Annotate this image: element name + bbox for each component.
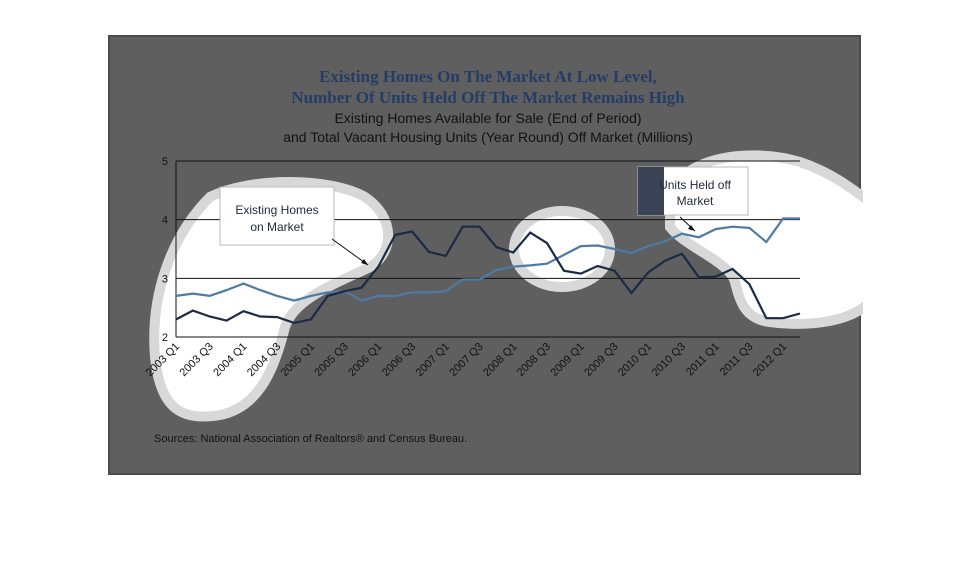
y-tick-label: 3 (162, 273, 168, 285)
y-axis-ticks: 2 3 4 5 (162, 156, 168, 344)
series-line-units-held-off-market (175, 217, 800, 302)
y-tick-label: 4 (162, 215, 168, 227)
x-tick-label: 2012 Q1 (751, 341, 789, 379)
chart-title-line2: Number Of Units Held Off The Market Rema… (291, 88, 685, 107)
chart-title: Existing Homes On The Market At Low Leve… (319, 67, 657, 86)
x-tick-label: 2011 Q1 (684, 341, 722, 379)
chart-source: Sources: National Association of Realtor… (154, 433, 467, 445)
callout-label-existing-homes-2: on Market (250, 220, 304, 234)
x-tick-label: 2011 Q3 (718, 341, 756, 379)
x-tick-label: 2008 Q1 (481, 341, 519, 379)
callout-label-existing-homes: Existing Homes (235, 203, 318, 217)
line-chart: Existing Homes On The Market At Low Leve… (144, 67, 863, 445)
callout-shade-units-held (638, 167, 664, 215)
x-tick-label: 2007 Q1 (414, 341, 452, 379)
y-tick-label: 2 (162, 332, 168, 344)
x-tick-label: 2009 Q1 (549, 341, 587, 379)
highlight-blob-middle (509, 206, 615, 292)
callout-label-units-held: Units Held off (659, 178, 731, 192)
x-tick-label: 2006 Q1 (346, 341, 384, 379)
callout-label-units-held-2: Market (677, 194, 714, 208)
x-tick-label: 2010 Q1 (616, 341, 654, 379)
y-tick-label: 5 (162, 156, 168, 168)
callout-arrow-existing-homes (331, 238, 369, 266)
chart-subtitle: Existing Homes Available for Sale (End o… (334, 110, 641, 126)
chart-frame: Existing Homes On The Market At Low Leve… (108, 35, 863, 475)
x-tick-label: 2005 Q3 (312, 341, 350, 379)
callout-units-held: Units Held off Market (637, 166, 749, 232)
x-tick-label: 2007 Q3 (447, 341, 485, 379)
x-tick-label: 2008 Q3 (515, 341, 553, 379)
chart-subtitle-line2: and Total Vacant Housing Units (Year Rou… (283, 129, 693, 145)
x-tick-label: 2006 Q3 (380, 341, 418, 379)
callout-box-existing-homes (219, 186, 335, 246)
callout-existing-homes: Existing Homes on Market (219, 186, 369, 266)
series-line-existing-homes (175, 225, 801, 325)
callout-arrowhead-existing-homes (361, 259, 368, 265)
callout-arrowhead-units-held (688, 225, 695, 231)
x-tick-label: 2010 Q3 (650, 341, 688, 379)
x-tick-label: 2009 Q3 (582, 341, 620, 379)
